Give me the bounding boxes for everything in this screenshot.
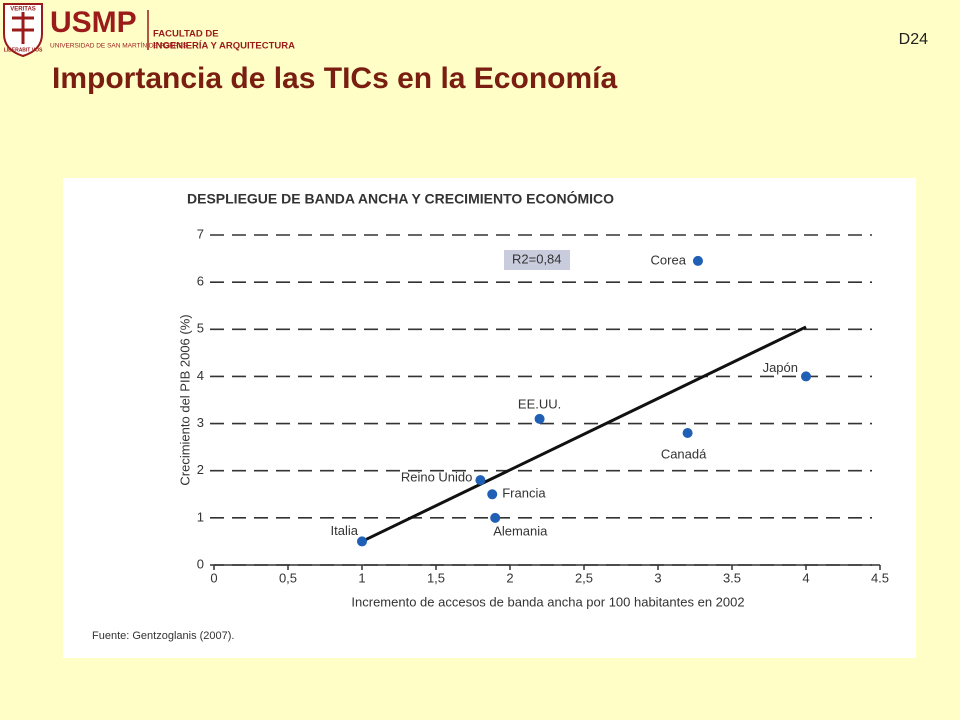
x-tick-label: 4 [802, 570, 809, 585]
annotation: R2=0,84 [512, 251, 562, 266]
chart: DESPLIEGUE DE BANDA ANCHA Y CRECIMIENTO … [92, 190, 889, 642]
point [692, 255, 703, 266]
y-tick-label: 3 [197, 415, 204, 430]
y-tick-label: 5 [197, 321, 204, 336]
brand: USMP [50, 6, 137, 39]
slide-id: D24 [899, 31, 928, 48]
x-tick-label: 3 [654, 570, 661, 585]
shield-cross [12, 12, 34, 44]
chart-panel [63, 178, 916, 658]
x-axis-label: Incremento de accesos de banda ancha por… [351, 594, 744, 609]
faculty: INGENIERÍA Y ARQUITECTURA [153, 41, 295, 52]
y-tick-label: 7 [197, 226, 204, 241]
brand-sub: UNIVERSIDAD DE SAN MARTÍN DE PORRES [50, 41, 188, 50]
logo-motto: VERITAS [10, 7, 36, 13]
logo-motto: LIBERABIT VOS [4, 47, 43, 53]
point [475, 475, 486, 486]
point-label: Canadá [661, 446, 707, 461]
point-label: Alemania [493, 523, 548, 538]
source: Fuente: Gentzoglanis (2007). [92, 630, 234, 642]
y-tick-label: 2 [197, 462, 204, 477]
point-label: EE.UU. [518, 396, 561, 411]
point [682, 428, 693, 438]
x-tick-label: 1 [358, 570, 365, 585]
x-tick-label: 2,5 [575, 570, 593, 585]
point [534, 413, 545, 424]
slide-title: Importancia de las TICs en la Economía [52, 62, 617, 95]
point [357, 536, 367, 547]
logo: VERITAS LIBERABIT VOS USMP UNIVERSIDAD D… [3, 3, 295, 58]
y-tick-label: 4 [197, 368, 204, 383]
x-tick-label: 4.5 [871, 570, 889, 585]
point-label: Japón [763, 360, 798, 375]
point [490, 512, 501, 523]
annotation-box [504, 250, 570, 270]
point [487, 489, 498, 500]
x-tick-label: 0 [210, 570, 217, 585]
x-tick-label: 3.5 [723, 570, 741, 585]
point [801, 371, 811, 382]
x-tick-label: 0,5 [279, 570, 297, 585]
y-tick-label: 6 [197, 274, 204, 289]
trend-line [361, 325, 807, 543]
faculty: FACULTAD DE [153, 29, 219, 40]
y-axis-label: Crecimiento del PIB 2006 (%) [177, 314, 192, 485]
y-tick-label: 1 [197, 509, 204, 524]
x-tick-label: 2 [506, 570, 513, 585]
point-label: Francia [502, 486, 546, 501]
point-label: Corea [651, 252, 687, 267]
x-tick-label: 1,5 [427, 570, 445, 585]
y-tick-label: 0 [197, 556, 204, 571]
point-label: Reino Unido [401, 470, 473, 485]
point-label: Italia [331, 523, 359, 538]
chart-title: DESPLIEGUE DE BANDA ANCHA Y CRECIMIENTO … [187, 190, 614, 207]
